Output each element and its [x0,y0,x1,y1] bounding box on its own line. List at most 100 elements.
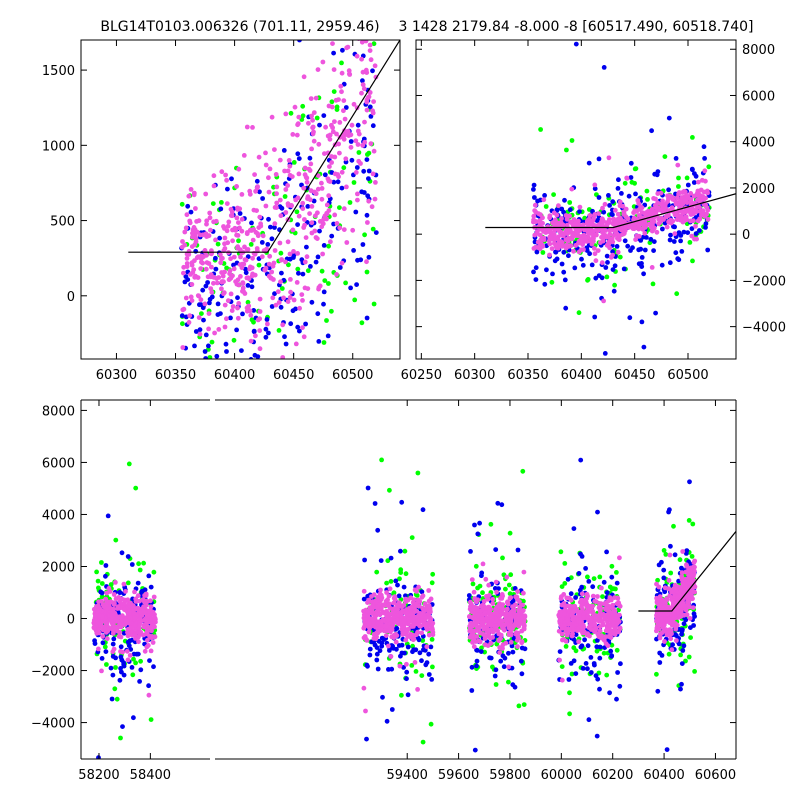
data-point-magenta [694,209,699,215]
data-point-magenta [180,307,186,313]
data-point-magenta [220,255,225,261]
data-point-magenta [559,631,565,637]
data-point-blue [403,593,408,599]
data-point-blue [651,239,657,245]
data-point-green [334,104,340,110]
data-point-magenta [470,628,475,634]
data-point-magenta [183,295,189,301]
data-point-magenta [337,150,342,156]
data-point-magenta [186,320,192,325]
data-point-magenta [182,242,188,248]
data-point-magenta [589,241,595,247]
data-point-green [282,194,288,199]
data-point-green [591,576,597,581]
data-point-magenta [424,615,429,620]
data-point-magenta [307,211,312,217]
data-point-blue [249,220,254,226]
data-point-green [516,703,522,709]
data-point-magenta [181,270,186,276]
data-point-magenta [329,122,334,128]
data-point-green [387,487,392,493]
data-point-magenta [416,618,421,623]
data-point-magenta [624,175,630,181]
data-point-magenta [696,179,701,185]
data-point-magenta [263,203,269,209]
data-point-magenta [404,628,410,634]
data-point-blue [138,667,144,673]
data-point-blue [625,243,631,249]
data-point-magenta [336,141,341,147]
data-point-blue [129,562,135,567]
data-point-blue [393,578,399,584]
data-point-magenta [310,117,315,123]
data-point-magenta [283,210,289,215]
data-point-magenta [592,212,598,217]
data-point-green [650,281,656,287]
data-point-green [690,135,695,140]
data-point-magenta [355,191,360,197]
data-point-magenta [116,634,122,639]
data-point-blue [111,636,117,642]
data-point-green [99,594,105,600]
data-point-magenta [360,82,366,88]
data-point-blue [203,283,209,289]
data-point-magenta [688,199,694,205]
x-tick-label: 60300 [96,368,137,383]
data-point-magenta [191,190,197,196]
data-point-green [295,266,301,272]
data-point-magenta [590,593,596,599]
data-point-magenta [620,203,626,209]
data-point-magenta [100,634,106,639]
data-point-magenta [344,240,350,245]
data-point-blue [268,224,273,230]
data-point-blue [228,315,233,321]
data-point-magenta [289,203,294,209]
data-point-magenta [209,264,214,270]
data-point-magenta [416,584,421,590]
data-point-magenta [250,271,256,277]
data-point-blue [202,349,208,354]
data-point-blue [214,353,220,359]
data-point-magenta [504,574,510,580]
data-point-green [686,654,692,660]
data-point-magenta [231,266,237,272]
data-point-magenta [136,639,141,645]
data-point-magenta [283,187,289,192]
data-point-magenta [506,664,511,670]
data-point-magenta [285,299,291,304]
data-point-blue [335,179,341,185]
data-point-magenta [235,277,241,283]
data-point-magenta [189,282,195,287]
data-point-magenta [339,260,345,266]
data-point-green [666,651,672,657]
data-point-magenta [239,216,245,222]
data-point-blue [283,341,289,347]
data-point-blue [119,550,125,556]
data-point-magenta [688,210,693,216]
data-point-magenta [239,228,245,234]
data-point-magenta [280,322,286,328]
data-point-magenta [568,603,573,609]
data-point-magenta [674,217,680,223]
fit-line [128,40,400,253]
data-point-green [199,311,204,316]
data-point-green [594,648,600,654]
data-point-magenta [325,176,331,182]
data-point-green [329,308,334,314]
data-point-magenta [664,632,670,638]
data-point-magenta [206,261,212,266]
data-point-magenta [512,622,518,628]
data-point-blue [691,611,697,617]
data-point-magenta [236,282,242,288]
data-point-magenta [476,638,482,644]
data-point-blue [534,249,540,255]
data-point-magenta [371,636,377,641]
data-point-magenta [689,233,695,239]
data-point-blue [488,655,494,661]
y-tick-label: −2000 [742,274,786,289]
data-point-blue [259,240,265,245]
data-point-blue [339,185,345,191]
data-point-blue [667,260,673,266]
data-point-magenta [497,601,502,606]
data-point-magenta [637,225,642,231]
